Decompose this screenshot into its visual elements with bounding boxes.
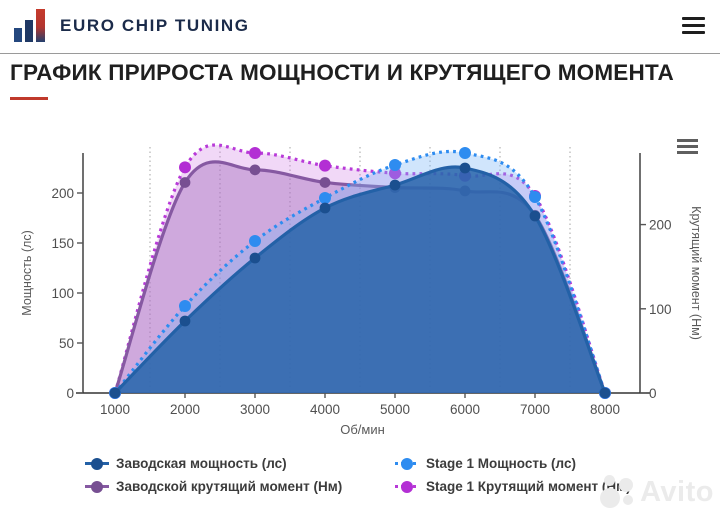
- svg-text:0: 0: [649, 386, 657, 401]
- svg-text:0: 0: [66, 386, 74, 401]
- bar-chart-logo-icon: [14, 8, 48, 44]
- power-torque-chart: 0 50 100 150 200 0 100 200 1000 2000 3000 4000 5000 6…: [0, 112, 720, 446]
- brand-name: EURO CHIP TUNING: [60, 16, 250, 35]
- svg-text:5000: 5000: [380, 402, 410, 417]
- avito-logo-icon: [598, 472, 638, 512]
- svg-text:8000: 8000: [590, 402, 620, 417]
- chart-legend: Заводская мощность (лс) Stage 1 Мощность…: [85, 456, 705, 494]
- legend-marker-icon: [85, 480, 109, 493]
- title-underline: [10, 97, 48, 100]
- legend-label: Stage 1 Мощность (лс): [426, 456, 576, 471]
- svg-text:1000: 1000: [100, 402, 130, 417]
- svg-text:7000: 7000: [520, 402, 550, 417]
- svg-text:100: 100: [51, 286, 74, 301]
- legend-label: Stage 1 Крутящий момент (Нм): [426, 479, 631, 494]
- svg-text:150: 150: [51, 236, 74, 251]
- svg-text:6000: 6000: [450, 402, 480, 417]
- legend-label: Заводской крутящий момент (Нм): [116, 479, 343, 494]
- svg-text:4000: 4000: [310, 402, 340, 417]
- header: EURO CHIP TUNING: [0, 0, 720, 54]
- legend-label: Заводская мощность (лс): [116, 456, 287, 471]
- chart-hamburger-icon: [677, 139, 698, 143]
- svg-text:2000: 2000: [170, 402, 200, 417]
- avito-watermark-text: Avito: [640, 475, 714, 508]
- series-0: [109, 162, 611, 399]
- legend-item-stage1-power[interactable]: Stage 1 Мощность (лс): [395, 456, 705, 471]
- legend-marker-icon: [85, 457, 109, 470]
- page-title: ГРАФИК ПРИРОСТА МОЩНОСТИ И КРУТЯЩЕГО МОМ…: [10, 60, 674, 85]
- legend-item-stock-torque[interactable]: Заводской крутящий момент (Нм): [85, 479, 395, 494]
- menu-button[interactable]: [682, 17, 706, 37]
- legend-item-stage1-torque[interactable]: Stage 1 Крутящий момент (Нм): [395, 479, 705, 494]
- brand-logo[interactable]: EURO CHIP TUNING: [14, 8, 250, 44]
- svg-text:50: 50: [59, 336, 74, 351]
- legend-marker-icon: [395, 457, 419, 470]
- svg-text:Мощность (лс): Мощность (лс): [20, 230, 34, 315]
- svg-text:200: 200: [51, 186, 74, 201]
- svg-text:Крутящий момент (Нм): Крутящий момент (Нм): [689, 206, 703, 340]
- header-divider: [0, 53, 720, 54]
- legend-item-stock-power[interactable]: Заводская мощность (лс): [85, 456, 395, 471]
- svg-text:100: 100: [649, 302, 672, 317]
- chart-menu-button[interactable]: [677, 139, 699, 157]
- svg-text:200: 200: [649, 218, 672, 233]
- hamburger-icon: [682, 17, 705, 20]
- legend-marker-icon: [395, 480, 419, 493]
- svg-text:3000: 3000: [240, 402, 270, 417]
- avito-watermark: Avito: [598, 472, 714, 512]
- svg-text:Об/мин: Об/мин: [340, 422, 385, 437]
